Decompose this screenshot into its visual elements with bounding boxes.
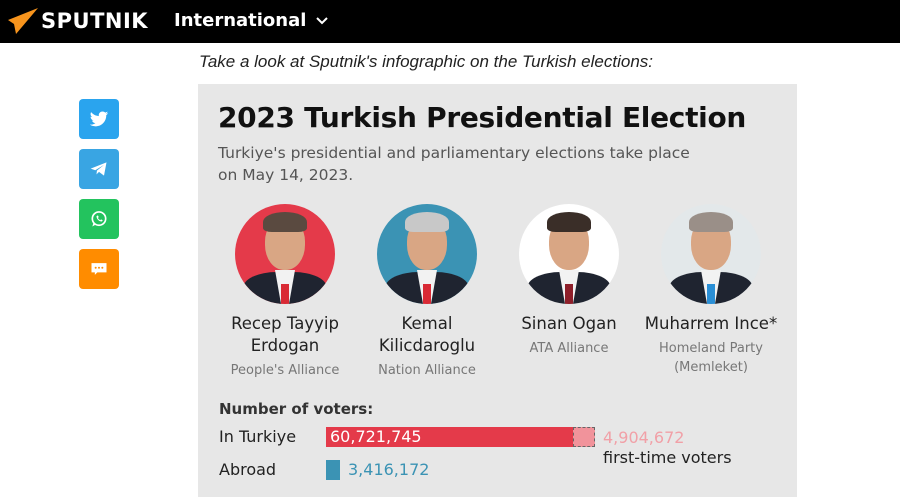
candidate-name: Sinan Ogan [521, 314, 617, 333]
twitter-icon [89, 111, 109, 127]
chevron-down-icon [316, 16, 329, 24]
share-telegram-button[interactable] [79, 149, 119, 189]
abroad-bar [326, 460, 340, 480]
infographic-title: 2023 Turkish Presidential Election [218, 101, 747, 134]
candidate-ogan: Sinan Ogan ATA Alliance [494, 204, 644, 358]
candidate-photo [235, 204, 335, 304]
candidate-name: Recep Tayyip Erdogan [231, 314, 339, 355]
article-intro: Take a look at Sputnik's infographic on … [199, 52, 654, 71]
infographic-subtitle: Turkiye's presidential and parliamentary… [218, 144, 690, 184]
candidate-erdogan: Recep Tayyip Erdogan People's Alliance [210, 204, 360, 380]
candidate-ince: Muharrem Ince* Homeland Party (Memleket) [636, 204, 786, 377]
telegram-icon [90, 162, 107, 176]
candidate-name: Muharrem Ince* [644, 314, 778, 333]
sputnik-wing-icon [8, 8, 38, 34]
first-time-voters-bar [573, 427, 595, 447]
in-turkiye-label: In Turkiye [219, 427, 297, 446]
candidate-party: People's Alliance [230, 363, 340, 378]
site-header: SPUTNIK International [0, 0, 900, 43]
voters-heading: Number of voters: [219, 400, 374, 418]
candidate-photo [519, 204, 619, 304]
first-time-voters-value: 4,904,672 [603, 428, 685, 447]
comments-button[interactable] [79, 249, 119, 289]
election-infographic: 2023 Turkish Presidential Election Turki… [198, 84, 797, 497]
candidate-name: Kemal Kilicdaroglu [378, 314, 476, 355]
sputnik-logo[interactable]: SPUTNIK [6, 6, 148, 36]
abroad-value: 3,416,172 [348, 460, 430, 479]
candidate-party: Nation Alliance [378, 363, 476, 378]
share-whatsapp-button[interactable] [79, 199, 119, 239]
candidate-party: Homeland Party (Memleket) [659, 341, 763, 375]
edition-label: International [174, 10, 307, 31]
candidate-photo [661, 204, 761, 304]
candidate-party: ATA Alliance [529, 341, 609, 356]
abroad-label: Abroad [219, 460, 277, 479]
candidate-kilicdaroglu: Kemal Kilicdaroglu Nation Alliance [352, 204, 502, 380]
candidate-photo [377, 204, 477, 304]
comment-icon [91, 263, 107, 275]
whatsapp-icon [91, 211, 107, 227]
first-time-voters-label: first-time voters [603, 448, 732, 467]
share-twitter-button[interactable] [79, 99, 119, 139]
in-turkiye-bar: 60,721,745 [326, 427, 573, 447]
brand-name: SPUTNIK [41, 9, 149, 33]
edition-selector[interactable]: International [174, 10, 329, 31]
